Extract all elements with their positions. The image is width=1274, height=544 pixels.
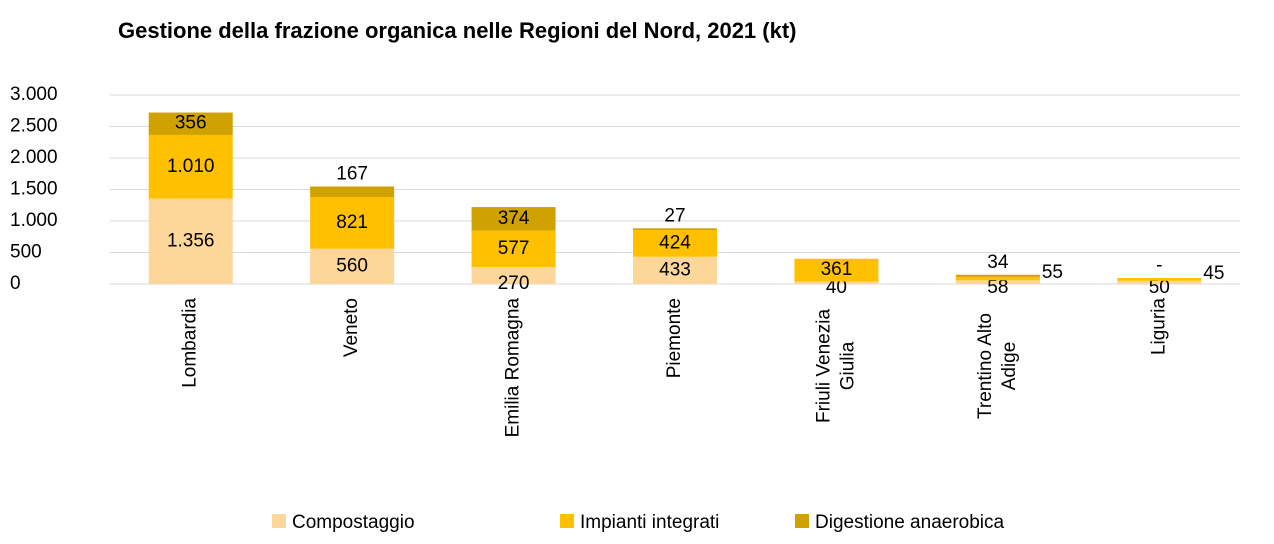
- data-label: 40: [826, 277, 847, 298]
- x-tick-label-line: Friuli Venezia: [813, 309, 834, 423]
- data-label: -: [1156, 255, 1162, 276]
- bar-segment: [633, 230, 717, 257]
- data-label: 424: [659, 232, 691, 253]
- data-label: 27: [664, 205, 685, 226]
- bar-segment: [310, 248, 395, 284]
- bar-segment: [955, 280, 1040, 284]
- bar-segment: [794, 258, 879, 282]
- data-label: 34: [987, 252, 1009, 273]
- x-tick-label: Emilia Romagna: [503, 298, 524, 438]
- y-tick-label: 2.500: [10, 116, 58, 137]
- x-tick-label: Liguria: [1148, 298, 1169, 355]
- bar-segment: [148, 134, 233, 199]
- bar-segment: [1117, 278, 1202, 281]
- y-tick-label: 1.000: [10, 210, 58, 231]
- y-tick-label: 2.000: [10, 147, 58, 168]
- legend-swatch: [560, 514, 574, 528]
- data-label: 1.010: [167, 156, 215, 177]
- data-label: 1.356: [167, 230, 215, 251]
- y-tick-label: 0: [10, 273, 21, 294]
- bar-segment: [471, 266, 556, 284]
- x-tick-label-line: Giulia: [837, 341, 858, 390]
- bar-segment: [633, 228, 717, 231]
- x-tick-label-line: Trentino Alto: [975, 313, 996, 419]
- bar-segment: [794, 281, 879, 284]
- bar-segment: [471, 230, 556, 267]
- data-label: 50: [1149, 277, 1170, 298]
- chart-title: Gestione della frazione organica nelle R…: [118, 18, 797, 43]
- data-label: 356: [175, 113, 207, 134]
- data-label: 55: [1042, 262, 1063, 283]
- x-tick-label: Lombardia: [180, 298, 201, 388]
- x-tick-label-line: Adige: [999, 342, 1020, 391]
- bar-segment: [310, 196, 395, 249]
- y-tick-label: 500: [10, 242, 42, 263]
- legend-swatch: [795, 514, 809, 528]
- legend-label: Impianti integrati: [580, 512, 719, 533]
- bar-segment: [148, 198, 233, 284]
- bar-segment: [955, 274, 1040, 277]
- bar-segment: [148, 112, 233, 135]
- legend-swatch: [272, 514, 286, 528]
- data-label: 58: [987, 277, 1008, 298]
- data-label: 433: [659, 259, 691, 280]
- data-label: 577: [498, 238, 530, 259]
- legend-label: Compostaggio: [292, 512, 415, 533]
- x-tick-label: Friuli Venezia Giulia: [813, 309, 858, 423]
- data-label: 167: [336, 163, 368, 184]
- x-tick-label: Piemonte: [664, 298, 685, 378]
- bar-segment: [1117, 280, 1202, 284]
- y-tick-label: 3.000: [10, 84, 58, 105]
- bar-segment: [633, 256, 717, 284]
- data-label: 821: [336, 212, 368, 233]
- legend-label: Digestione anaerobica: [815, 512, 1005, 533]
- x-tick-label: Veneto: [341, 298, 362, 357]
- x-tick-label: Trentino Alto Adige: [975, 313, 1020, 419]
- data-label: 45: [1203, 263, 1224, 284]
- bar-segment: [955, 276, 1040, 281]
- data-label: 560: [336, 255, 368, 276]
- bar-segment: [310, 186, 395, 197]
- data-label: 270: [498, 273, 530, 294]
- data-label: 361: [821, 259, 853, 280]
- data-label: 374: [498, 208, 530, 229]
- y-tick-label: 1.500: [10, 179, 58, 200]
- bar-segment: [471, 207, 556, 231]
